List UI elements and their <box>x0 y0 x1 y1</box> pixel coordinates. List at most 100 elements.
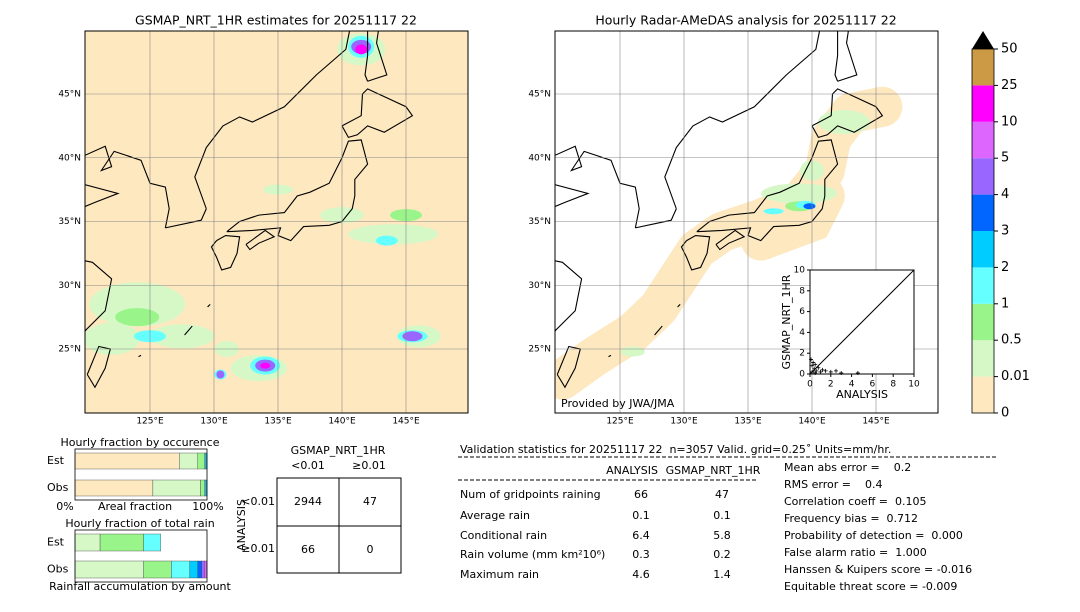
y-axis-label: GSMAP_NRT_1HR <box>780 274 793 369</box>
stats-value: 0.1 <box>713 509 731 522</box>
y-tick-label: 0 <box>799 370 805 380</box>
colorbar-label: 0.01 <box>1001 369 1030 384</box>
score: Probability of detection = 0.000 <box>784 529 963 542</box>
colorbar-segment <box>972 49 994 86</box>
scatter-point <box>809 357 814 362</box>
lat-label: 40°N <box>528 153 551 163</box>
panel-title: Hourly fraction of total rain <box>65 517 214 530</box>
rain-area <box>763 208 784 215</box>
coastline <box>555 260 583 333</box>
coastline <box>677 303 681 308</box>
axis-label: 0% <box>56 500 73 513</box>
colorbar-label: 3 <box>1001 224 1009 239</box>
scatter-point <box>823 368 828 373</box>
coastline <box>664 31 821 209</box>
lon-label: 135°E <box>734 417 762 427</box>
table-title: GSMAP_NRT_1HR <box>291 444 386 457</box>
colorbar-label: 0 <box>1001 406 1009 421</box>
row-label: Obs <box>47 563 69 576</box>
x-tick-label: 0 <box>807 380 813 390</box>
x-tick-label: 8 <box>890 380 896 390</box>
axis-label: Areal fraction <box>98 500 172 513</box>
score: Frequency bias = 0.712 <box>784 512 918 525</box>
lon-label: 130°E <box>670 417 698 427</box>
fraction-segment <box>99 533 144 552</box>
lat-label: 45°N <box>528 90 551 100</box>
stats-column: GSMAP_NRT_1HR <box>666 464 761 477</box>
rain-area <box>375 235 398 246</box>
col-header: ≥0.01 <box>352 459 386 472</box>
bar-frame <box>74 529 208 583</box>
coastline <box>680 234 711 271</box>
rain-area <box>355 44 368 55</box>
colorbar-label: 0.5 <box>1001 333 1022 348</box>
rain-area <box>803 203 816 210</box>
x-axis-label: ANALYSIS <box>836 388 888 401</box>
y-tick-label: 10 <box>794 266 806 276</box>
lat-label: 30°N <box>58 281 81 291</box>
lon-label: 140°E <box>328 417 356 427</box>
row-header: ≥0.01 <box>241 542 275 555</box>
lon-label: 145°E <box>392 417 420 427</box>
map-frame <box>554 30 939 414</box>
lat-label: 30°N <box>528 281 551 291</box>
table-cell: 66 <box>301 543 315 556</box>
colorbar-segment <box>972 303 994 341</box>
lon-label: 140°E <box>798 417 826 427</box>
scatter-point <box>811 360 816 365</box>
coastline <box>364 31 388 82</box>
score: Mean abs error = 0.2 <box>784 461 911 474</box>
radar-coverage <box>555 86 903 400</box>
colorbar-segment <box>972 267 994 304</box>
credit: Provided by JWA/JMA <box>561 397 675 410</box>
stats-header: Validation statistics for 20251117 22 n=… <box>460 443 891 456</box>
fraction-segment <box>189 560 198 579</box>
bar-frame <box>74 448 208 501</box>
coastline <box>85 260 113 333</box>
rain-area <box>85 322 140 355</box>
scatter-point <box>816 365 821 370</box>
colorbar-label: 5 <box>1001 151 1009 166</box>
scatter-point <box>820 367 825 372</box>
stats-value: 0.2 <box>713 548 731 561</box>
lon-label: 135°E <box>264 417 292 427</box>
y-tick-label: 2 <box>799 349 805 359</box>
colorbar-label: 2 <box>1001 260 1009 275</box>
fraction-segment <box>74 452 180 470</box>
rain-area <box>216 370 225 379</box>
scatter-point <box>828 369 833 374</box>
fraction-segment <box>152 479 201 497</box>
lat-label: 45°N <box>58 90 81 100</box>
coastline <box>555 145 640 228</box>
colorbar-segment <box>972 194 994 231</box>
fraction-segment <box>74 560 144 579</box>
left-map <box>85 31 468 413</box>
fraction-segment <box>179 452 198 470</box>
stats-value: 0.1 <box>632 509 650 522</box>
stats-value: 4.6 <box>632 568 650 581</box>
scatter-point <box>812 366 817 371</box>
score: Hanssen & Kuipers score = -0.016 <box>784 563 972 576</box>
lat-label: 25°N <box>58 345 81 355</box>
rain-area <box>89 282 186 327</box>
scatter-point <box>818 369 823 374</box>
fraction-segment <box>143 533 161 552</box>
colorbar-segment <box>972 158 994 195</box>
stats-value: 5.8 <box>713 529 731 542</box>
coastline <box>207 303 211 308</box>
scatter-point <box>810 363 815 368</box>
scatter-point <box>810 369 815 374</box>
scatter-point <box>813 362 818 367</box>
map-title: Hourly Radar-AMeDAS analysis for 2025111… <box>595 13 896 28</box>
map-background <box>85 31 468 413</box>
y-tick-label: 8 <box>799 286 805 296</box>
coastline <box>85 145 170 228</box>
colorbar-label: 10 <box>1001 114 1018 129</box>
coastline <box>138 354 142 358</box>
lon-label: 125°E <box>606 417 634 427</box>
coastline <box>635 208 677 229</box>
rain-area <box>348 224 439 245</box>
scatter-point <box>855 370 860 375</box>
rain-area <box>818 110 870 135</box>
